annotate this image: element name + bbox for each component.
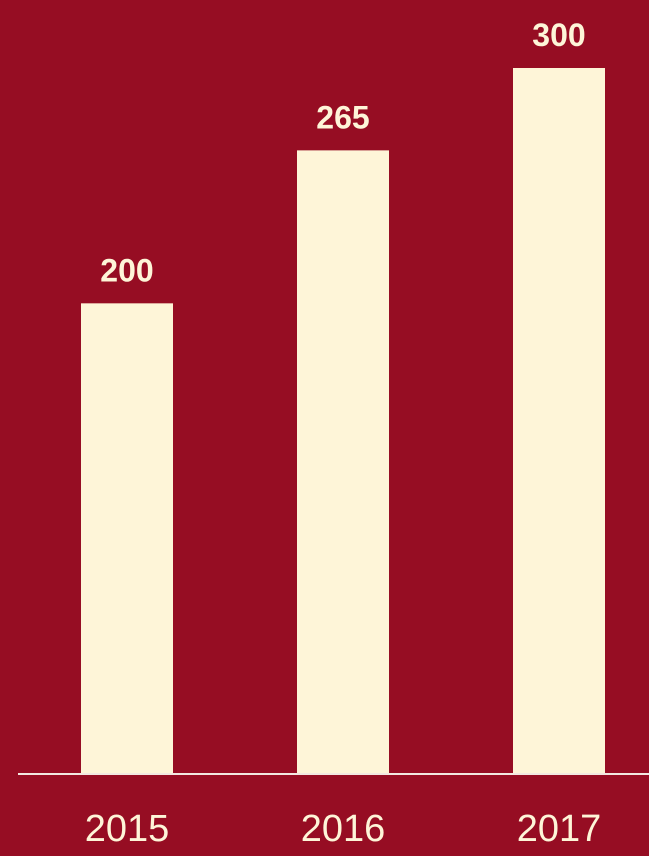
bar-2017 (513, 68, 605, 774)
bar-2016 (297, 150, 389, 774)
x-tick-label-2017: 2017 (517, 808, 602, 850)
bars-layer (81, 68, 605, 774)
x-tick-label-2015: 2015 (85, 808, 170, 850)
value-label-2016: 265 (316, 99, 369, 135)
x-tick-labels-layer: 2015 2016 2017 (85, 808, 602, 850)
x-tick-label-2016: 2016 (301, 808, 386, 850)
value-labels-layer: 200 265 300 (100, 17, 585, 288)
value-label-2017: 300 (532, 17, 585, 53)
bar-2015 (81, 303, 173, 774)
value-label-2015: 200 (100, 252, 153, 288)
